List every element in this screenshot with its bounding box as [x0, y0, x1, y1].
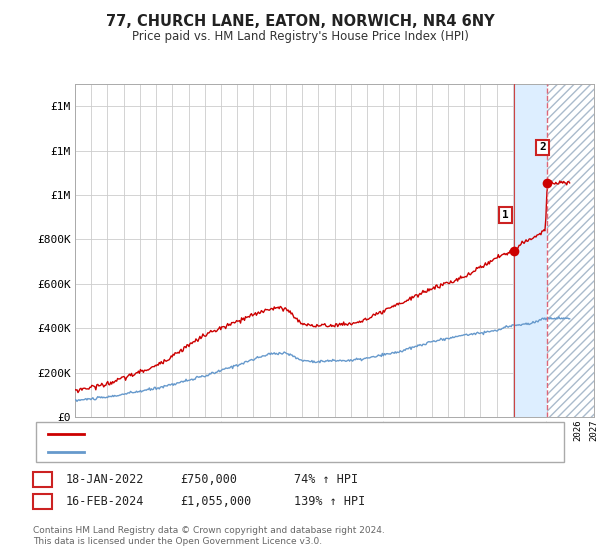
Text: Contains HM Land Registry data © Crown copyright and database right 2024.
This d: Contains HM Land Registry data © Crown c…	[33, 526, 385, 546]
Text: 18-JAN-2022: 18-JAN-2022	[66, 473, 145, 486]
Bar	[547, 84, 594, 417]
Text: HPI: Average price, detached house, Norwich: HPI: Average price, detached house, Norw…	[90, 447, 359, 457]
Text: Price paid vs. HM Land Registry's House Price Index (HPI): Price paid vs. HM Land Registry's House …	[131, 30, 469, 43]
Text: 16-FEB-2024: 16-FEB-2024	[66, 495, 145, 508]
Text: 2: 2	[539, 142, 546, 152]
Text: £1,055,000: £1,055,000	[180, 495, 251, 508]
Text: 77, CHURCH LANE, EATON, NORWICH, NR4 6NY: 77, CHURCH LANE, EATON, NORWICH, NR4 6NY	[106, 14, 494, 29]
Text: 74% ↑ HPI: 74% ↑ HPI	[294, 473, 358, 486]
Text: 77, CHURCH LANE, EATON, NORWICH, NR4 6NY (detached house): 77, CHURCH LANE, EATON, NORWICH, NR4 6NY…	[90, 429, 446, 439]
Text: 139% ↑ HPI: 139% ↑ HPI	[294, 495, 365, 508]
Text: 1: 1	[39, 473, 46, 486]
Text: 1: 1	[502, 210, 509, 220]
Text: £750,000: £750,000	[180, 473, 237, 486]
Bar	[514, 84, 547, 417]
Text: 2: 2	[39, 495, 46, 508]
